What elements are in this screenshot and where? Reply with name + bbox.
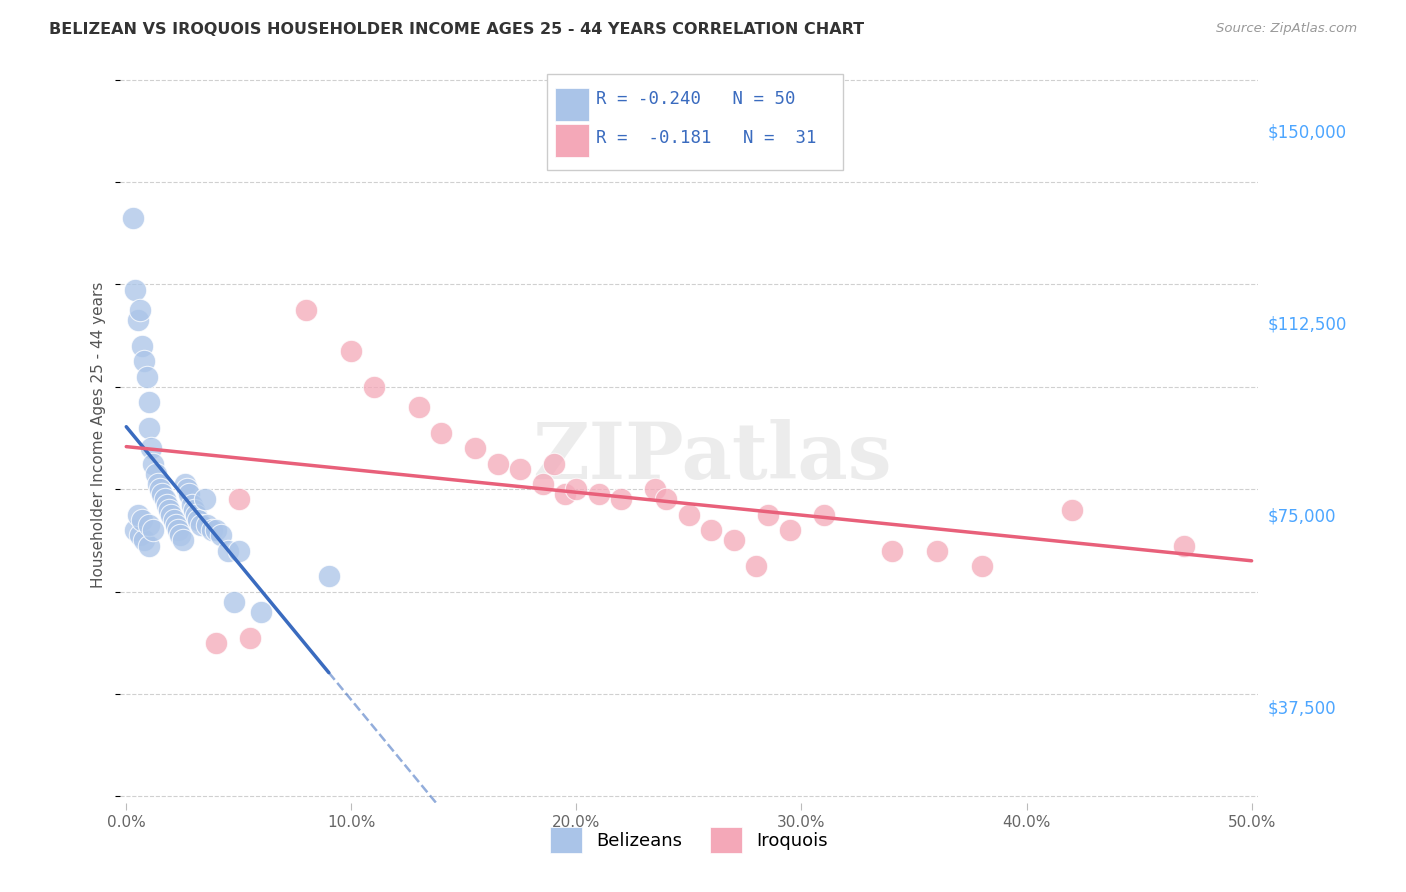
Point	[127, 313, 149, 327]
Point	[543, 457, 565, 471]
Point	[655, 492, 678, 507]
Point	[145, 467, 167, 481]
Point	[190, 518, 212, 533]
Point	[134, 354, 156, 368]
Point	[180, 498, 202, 512]
FancyBboxPatch shape	[554, 124, 589, 157]
Point	[565, 482, 588, 496]
Point	[184, 508, 207, 522]
Point	[205, 636, 228, 650]
Point	[228, 492, 250, 507]
Point	[644, 482, 666, 496]
Point	[176, 482, 198, 496]
Point	[217, 543, 239, 558]
FancyBboxPatch shape	[547, 74, 842, 170]
Text: Source: ZipAtlas.com: Source: ZipAtlas.com	[1216, 22, 1357, 36]
Point	[134, 533, 156, 548]
Point	[970, 559, 993, 574]
Point	[925, 543, 948, 558]
Point	[363, 380, 385, 394]
Point	[340, 344, 363, 359]
Point	[813, 508, 835, 522]
Point	[610, 492, 633, 507]
Point	[201, 523, 224, 537]
Point	[124, 523, 146, 537]
Point	[756, 508, 779, 522]
Point	[187, 513, 209, 527]
Point	[880, 543, 903, 558]
Point	[150, 487, 173, 501]
Point	[138, 395, 160, 409]
Point	[700, 523, 723, 537]
Point	[139, 442, 162, 456]
Point	[239, 631, 262, 645]
Point	[153, 492, 176, 507]
Point	[224, 595, 246, 609]
Point	[318, 569, 340, 583]
Point	[228, 543, 250, 558]
Point	[156, 498, 179, 512]
Point	[128, 303, 150, 318]
Point	[179, 487, 201, 501]
Point	[531, 477, 554, 491]
Point	[131, 513, 153, 527]
Point	[172, 533, 194, 548]
Point	[1173, 539, 1195, 553]
Point	[430, 425, 453, 440]
Point	[169, 528, 191, 542]
Point	[135, 369, 157, 384]
Point	[138, 518, 160, 533]
Point	[295, 303, 318, 318]
Point	[486, 457, 509, 471]
Point	[745, 559, 768, 574]
Point	[122, 211, 145, 225]
Point	[464, 442, 486, 456]
Point	[678, 508, 700, 522]
FancyBboxPatch shape	[554, 87, 589, 120]
Point	[128, 528, 150, 542]
Point	[167, 523, 190, 537]
Point	[149, 482, 172, 496]
Point	[509, 462, 531, 476]
Point	[209, 528, 232, 542]
Point	[124, 283, 146, 297]
Point	[138, 539, 160, 553]
Point	[1060, 502, 1083, 516]
Point	[588, 487, 610, 501]
Legend: Belizeans, Iroquois: Belizeans, Iroquois	[543, 820, 835, 860]
Point	[146, 477, 169, 491]
Point	[160, 508, 183, 522]
Point	[173, 477, 195, 491]
Y-axis label: Householder Income Ages 25 - 44 years: Householder Income Ages 25 - 44 years	[91, 282, 107, 588]
Point	[157, 502, 180, 516]
Text: ZIPatlas: ZIPatlas	[531, 419, 891, 495]
Point	[554, 487, 576, 501]
Point	[131, 339, 153, 353]
Point	[142, 457, 165, 471]
Point	[183, 502, 205, 516]
Text: R =  -0.181   N =  31: R = -0.181 N = 31	[596, 129, 815, 147]
Point	[142, 523, 165, 537]
Point	[723, 533, 745, 548]
Point	[408, 401, 430, 415]
Point	[779, 523, 801, 537]
Point	[138, 421, 160, 435]
Point	[127, 508, 149, 522]
Point	[162, 513, 184, 527]
Point	[195, 518, 218, 533]
Point	[205, 523, 228, 537]
Point	[194, 492, 217, 507]
Text: BELIZEAN VS IROQUOIS HOUSEHOLDER INCOME AGES 25 - 44 YEARS CORRELATION CHART: BELIZEAN VS IROQUOIS HOUSEHOLDER INCOME …	[49, 22, 865, 37]
Text: R = -0.240   N = 50: R = -0.240 N = 50	[596, 89, 794, 108]
Point	[165, 518, 187, 533]
Point	[250, 605, 273, 619]
